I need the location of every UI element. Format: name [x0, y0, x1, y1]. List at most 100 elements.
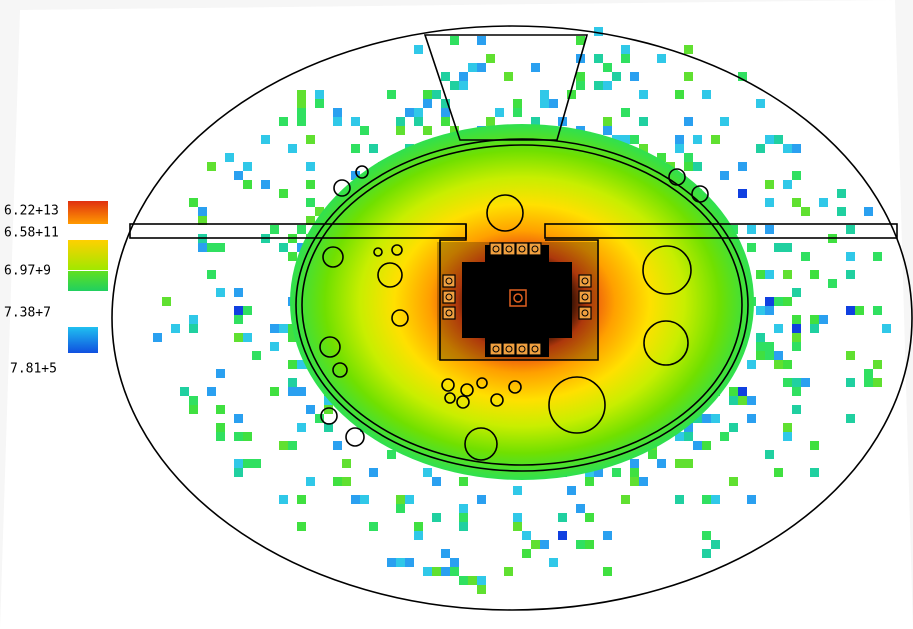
mesh-cell: [153, 333, 162, 342]
mesh-cell: [216, 243, 225, 252]
mesh-cell: [684, 153, 693, 162]
mesh-cell: [765, 270, 774, 279]
mesh-cell: [288, 252, 297, 261]
mesh-cell: [765, 198, 774, 207]
mesh-cell: [369, 522, 378, 531]
mesh-cell: [738, 387, 747, 396]
mesh-cell: [765, 351, 774, 360]
mesh-cell: [351, 117, 360, 126]
mesh-cell: [414, 108, 423, 117]
mesh-cell: [234, 459, 243, 468]
mesh-cell: [792, 378, 801, 387]
fuel-element: [529, 343, 541, 355]
mesh-cell: [504, 72, 513, 81]
mesh-cell: [216, 288, 225, 297]
mesh-cell: [558, 513, 567, 522]
fuel-element: [579, 275, 591, 287]
mesh-cell: [441, 549, 450, 558]
mesh-cell: [783, 144, 792, 153]
mesh-cell: [243, 162, 252, 171]
mesh-cell: [675, 459, 684, 468]
mesh-cell: [747, 414, 756, 423]
mesh-cell: [693, 135, 702, 144]
colorbar-label: 7.38+7: [4, 306, 51, 321]
mesh-cell: [747, 360, 756, 369]
mesh-cell: [234, 288, 243, 297]
fuel-element: [503, 343, 515, 355]
colorbar-band: [68, 201, 108, 224]
mesh-cell: [621, 108, 630, 117]
mesh-cell: [675, 144, 684, 153]
mesh-cell: [243, 333, 252, 342]
mesh-cell: [531, 540, 540, 549]
mesh-cell: [873, 306, 882, 315]
mesh-cell: [603, 63, 612, 72]
mesh-cell: [540, 99, 549, 108]
mesh-cell: [756, 144, 765, 153]
fuel-element: [529, 243, 541, 255]
mesh-cell: [630, 459, 639, 468]
mesh-cell: [576, 36, 585, 45]
mesh-cell: [855, 306, 864, 315]
mesh-cell: [306, 405, 315, 414]
mesh-cell: [864, 369, 873, 378]
fuel-element: [443, 275, 455, 287]
mesh-cell: [576, 504, 585, 513]
mesh-cell: [405, 495, 414, 504]
mesh-cell: [702, 90, 711, 99]
mesh-cell: [720, 432, 729, 441]
mesh-cell: [297, 225, 306, 234]
mesh-cell: [261, 180, 270, 189]
mesh-cell: [747, 495, 756, 504]
mesh-cell: [441, 567, 450, 576]
mesh-cell: [792, 342, 801, 351]
mesh-cell: [234, 333, 243, 342]
mesh-cell: [702, 414, 711, 423]
mesh-cell: [459, 81, 468, 90]
mesh-cell: [549, 558, 558, 567]
mesh-cell: [756, 99, 765, 108]
mesh-cell: [306, 162, 315, 171]
mesh-cell: [243, 306, 252, 315]
mesh-cell: [738, 162, 747, 171]
mesh-cell: [504, 567, 513, 576]
mesh-cell: [207, 162, 216, 171]
mesh-cell: [432, 90, 441, 99]
mesh-cell: [585, 540, 594, 549]
mesh-cell: [720, 171, 729, 180]
mesh-cell: [297, 99, 306, 108]
mesh-cell: [792, 198, 801, 207]
mesh-cell: [459, 504, 468, 513]
mesh-cell: [711, 135, 720, 144]
mesh-cell: [873, 378, 882, 387]
colorbar-band: [68, 327, 98, 353]
mesh-cell: [585, 477, 594, 486]
mesh-cell: [702, 441, 711, 450]
core-block: [485, 245, 549, 357]
mesh-cell: [810, 441, 819, 450]
mesh-cell: [576, 81, 585, 90]
mesh-cell: [612, 468, 621, 477]
mesh-cell: [837, 207, 846, 216]
mesh-cell: [351, 495, 360, 504]
mesh-cell: [801, 207, 810, 216]
fuel-element: [579, 307, 591, 319]
mesh-cell: [207, 270, 216, 279]
mesh-cell: [432, 567, 441, 576]
colorbar-band: [68, 271, 108, 291]
mesh-cell: [513, 108, 522, 117]
mesh-cell: [459, 477, 468, 486]
mesh-cell: [477, 495, 486, 504]
mesh-cell: [756, 270, 765, 279]
mesh-cell: [477, 36, 486, 45]
mesh-cell: [405, 108, 414, 117]
mesh-cell: [765, 450, 774, 459]
mesh-cell: [441, 108, 450, 117]
mesh-cell: [747, 243, 756, 252]
mesh-cell: [450, 81, 459, 90]
mesh-cell: [432, 513, 441, 522]
mesh-cell: [225, 153, 234, 162]
mesh-cell: [864, 207, 873, 216]
mesh-cell: [423, 126, 432, 135]
mesh-cell: [189, 315, 198, 324]
